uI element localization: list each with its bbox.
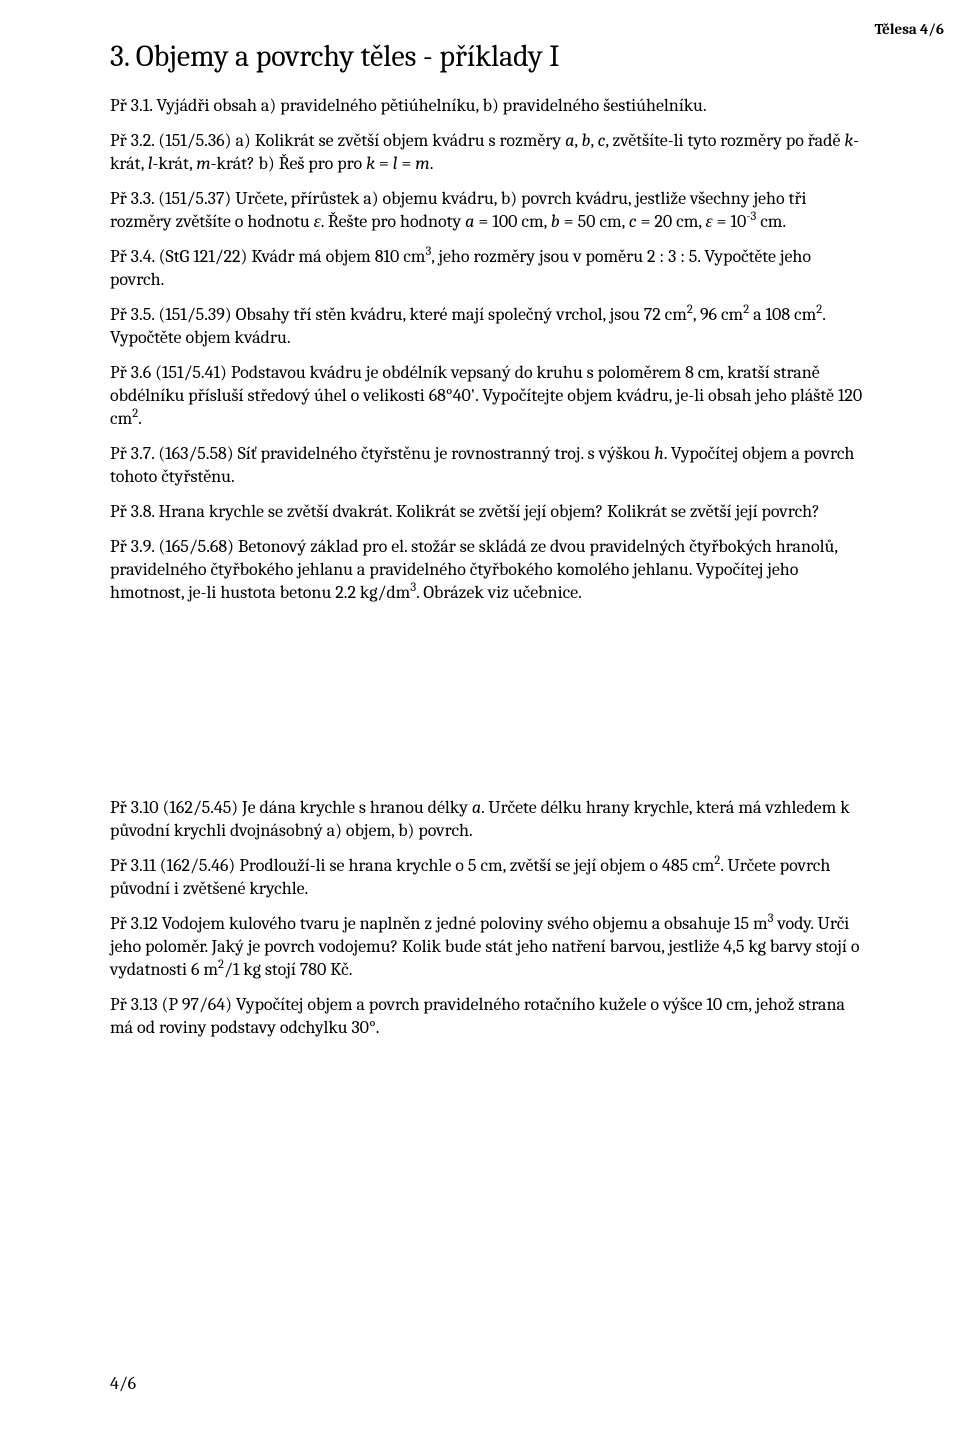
text: .: [430, 153, 434, 174]
text: , 96 cm: [693, 304, 743, 325]
text: Př 3.1. Vyjádři obsah a) pravidelného pě…: [110, 95, 707, 116]
var-m: m: [196, 153, 210, 174]
vertical-gap: [110, 616, 864, 796]
var-k: k: [844, 130, 853, 151]
text: /1 kg stojí 780 Kč.: [224, 959, 352, 980]
var-k: k: [366, 153, 375, 174]
exercise-3-4: Př 3.4. (StG 121/22) Kvádr má objem 810 …: [110, 245, 864, 291]
exercise-3-12: Př 3.12 Vodojem kulového tvaru je naplně…: [110, 912, 864, 981]
exercise-3-2: Př 3.2. (151/5.36) a) Kolikrát se zvětší…: [110, 129, 864, 175]
var-a: a: [472, 797, 481, 818]
page: Tělesa 4/6 3. Objemy a povrchy těles - p…: [0, 0, 960, 1444]
text: . Řešte pro hodnoty: [321, 211, 465, 232]
text: Př 3.8. Hrana krychle se zvětší dvakrát.…: [110, 501, 820, 522]
exercise-3-13: Př 3.13 (P 97/64) Vypočítej objem a povr…: [110, 993, 864, 1039]
text: -krát,: [152, 153, 196, 174]
text: =: [375, 153, 393, 174]
exercise-3-5: Př 3.5. (151/5.39) Obsahy tří stěn kvádr…: [110, 303, 864, 349]
exercise-3-11: Př 3.11 (162/5.46) Prodlouží-li se hrana…: [110, 854, 864, 900]
exercise-3-7: Př 3.7. (163/5.58) Síť pravidelného čtyř…: [110, 442, 864, 488]
var-b: b: [582, 130, 591, 151]
text: , zvětšíte-li tyto rozměry po řadě: [605, 130, 844, 151]
var-c: c: [629, 211, 637, 232]
text: =: [397, 153, 415, 174]
page-title: 3. Objemy a povrchy těles - příklady I: [110, 38, 864, 76]
text: Př 3.4. (StG 121/22) Kvádr má objem 810 …: [110, 246, 425, 267]
sup-minus3: -3: [746, 210, 756, 224]
exercise-3-8: Př 3.8. Hrana krychle se zvětší dvakrát.…: [110, 500, 864, 523]
var-h: h: [654, 443, 664, 464]
text: -krát? b) Řeš pro pro: [211, 153, 366, 174]
text: Př 3.11 (162/5.46) Prodlouží-li se hrana…: [110, 855, 714, 876]
var-b: b: [551, 211, 560, 232]
text: a 108 cm: [749, 304, 816, 325]
var-eps: ε: [314, 211, 321, 232]
var-eps: ε: [706, 211, 713, 232]
text: Př 3.2. (151/5.36) a) Kolikrát se zvětší…: [110, 130, 565, 151]
text: Př 3.5. (151/5.39) Obsahy tří stěn kvádr…: [110, 304, 687, 325]
exercise-3-9: Př 3.9. (165/5.68) Betonový základ pro e…: [110, 535, 864, 604]
text: = 10: [713, 211, 747, 232]
exercise-3-1: Př 3.1. Vyjádři obsah a) pravidelného pě…: [110, 94, 864, 117]
text: = 100 cm,: [474, 211, 550, 232]
text: . Obrázek viz učebnice.: [416, 582, 582, 603]
text: Př 3.12 Vodojem kulového tvaru je naplně…: [110, 913, 768, 934]
text: Př 3.7. (163/5.58) Síť pravidelného čtyř…: [110, 443, 654, 464]
footer-page-number: 4/6: [110, 1373, 136, 1394]
text: .: [138, 408, 142, 429]
header-page-number: Tělesa 4/6: [875, 20, 944, 38]
text: cm.: [756, 211, 786, 232]
text: = 50 cm,: [560, 211, 629, 232]
exercise-3-6: Př 3.6 (151/5.41) Podstavou kvádru je ob…: [110, 361, 864, 430]
exercise-3-10: Př 3.10 (162/5.45) Je dána krychle s hra…: [110, 796, 864, 842]
var-m: m: [415, 153, 429, 174]
exercise-3-3: Př 3.3. (151/5.37) Určete, přírůstek a) …: [110, 187, 864, 233]
text: = 20 cm,: [637, 211, 706, 232]
text: Př 3.6 (151/5.41) Podstavou kvádru je ob…: [110, 362, 862, 429]
text: Př 3.10 (162/5.45) Je dána krychle s hra…: [110, 797, 472, 818]
var-a: a: [565, 130, 574, 151]
text: Př 3.13 (P 97/64) Vypočítej objem a povr…: [110, 994, 845, 1038]
